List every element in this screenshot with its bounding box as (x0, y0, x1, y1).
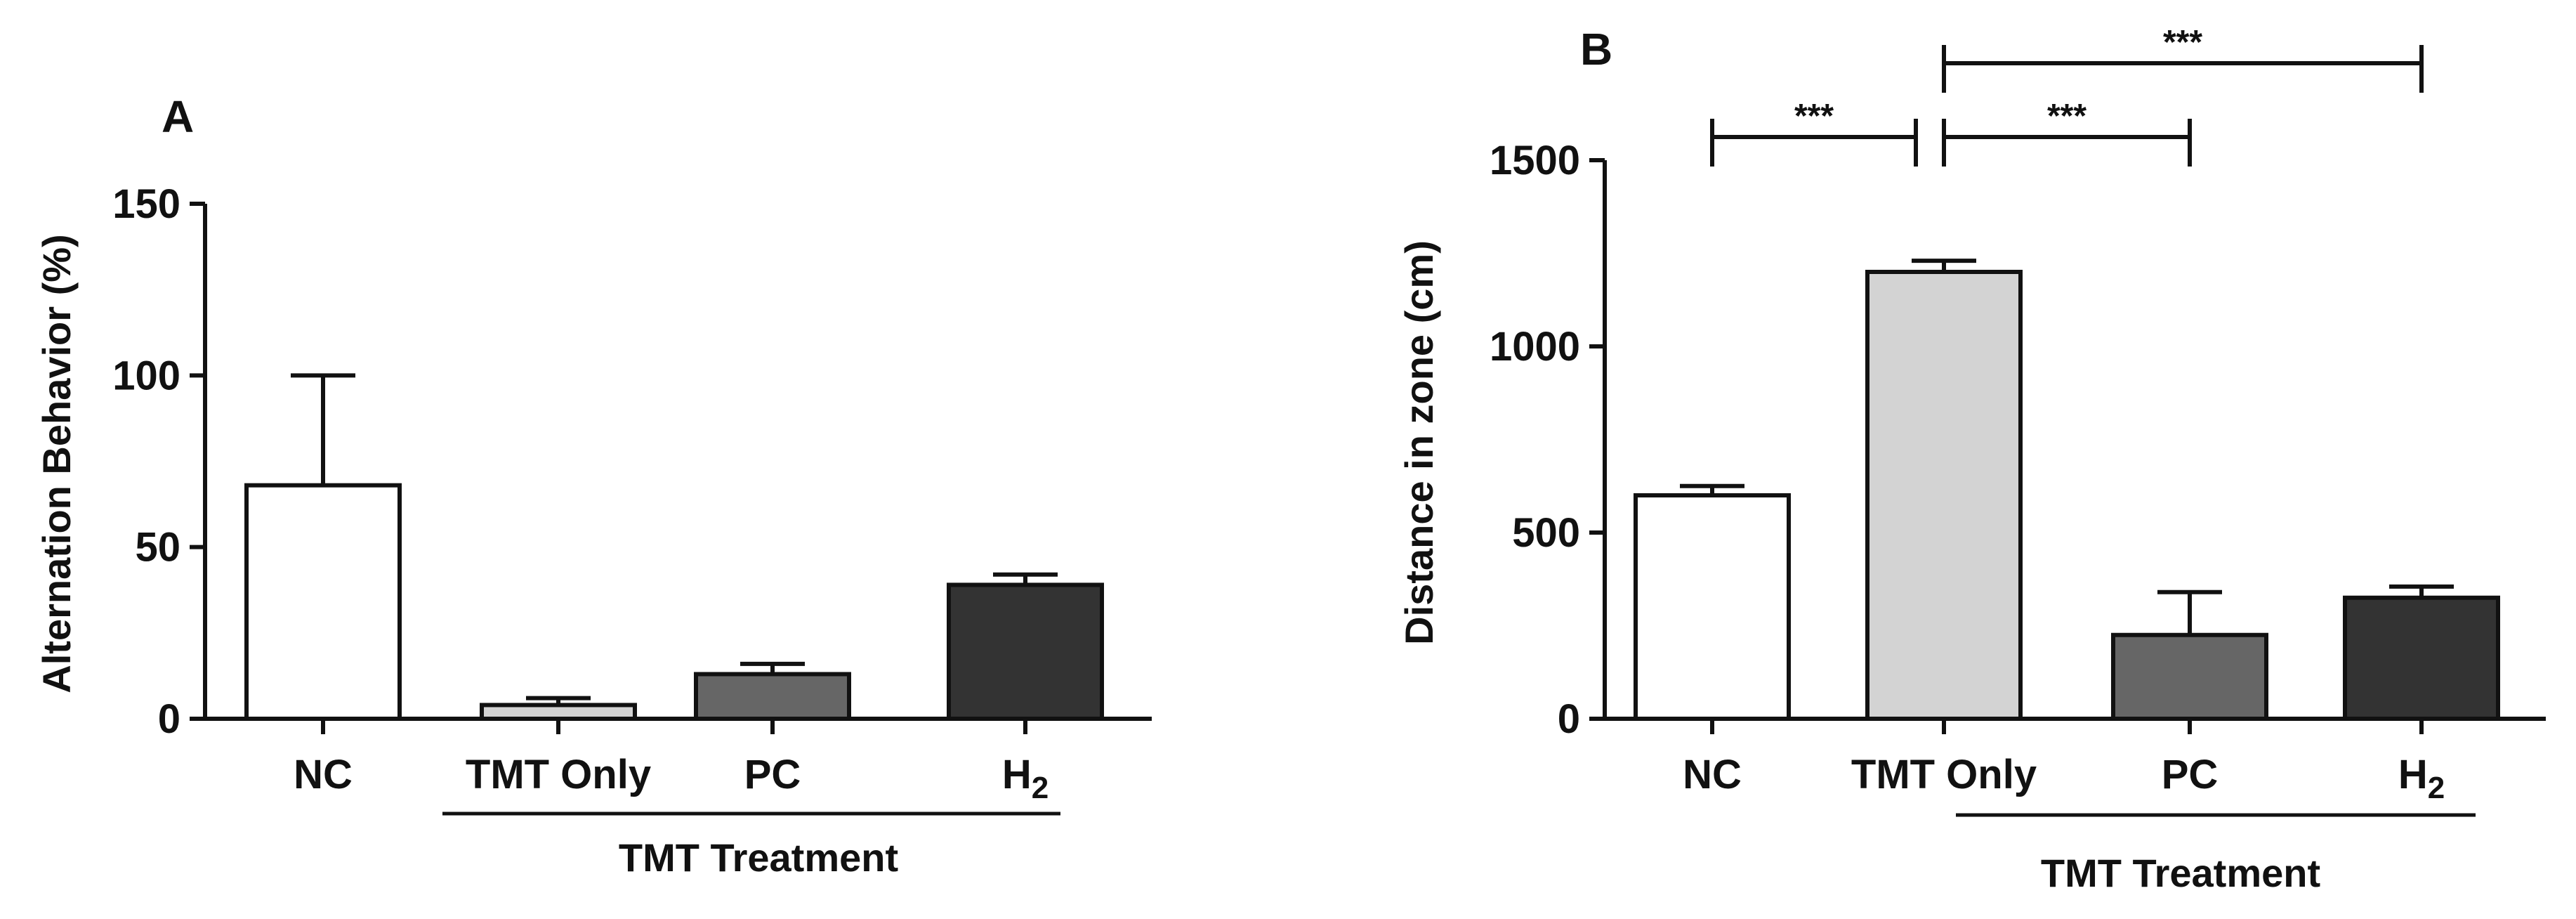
category-label: PC (744, 752, 801, 797)
panel-a-label: A (162, 91, 194, 142)
category-label: H2 (1002, 752, 1049, 805)
panel-a-chart: A Alternation Behavior (%) TMT Treatment… (34, 91, 1152, 880)
y-tick-label: 1500 (1490, 138, 1580, 183)
panel-b-y-axis-label: Distance in zone (cm) (1397, 240, 1441, 645)
bar-tmt-only (480, 703, 637, 721)
panel-a-group-label: TMT Treatment (619, 835, 898, 880)
y-tick-label: 0 (1558, 696, 1580, 742)
y-tick-label: 150 (112, 181, 180, 227)
bar-h (2343, 595, 2500, 721)
category-label: TMT Only (1851, 752, 2037, 797)
y-tick-label: 500 (1512, 510, 1580, 556)
bar-nc (244, 483, 402, 721)
category-label: TMT Only (466, 752, 651, 797)
y-tick-label: 1000 (1490, 324, 1580, 370)
category-label: NC (294, 752, 353, 797)
bar-nc (1634, 493, 1791, 721)
y-tick-label: 0 (158, 696, 180, 742)
panel-a-y-axis-label: Alternation Behavior (%) (34, 234, 79, 693)
category-label: PC (2162, 752, 2219, 797)
bar-h (947, 582, 1104, 721)
y-tick-label: 50 (135, 525, 180, 571)
panel-b-chart: B Distance in zone (cm) TMT Treatment 0 5… (1397, 24, 2546, 895)
significance-label: *** (2163, 24, 2202, 61)
significance-label: *** (2047, 98, 2087, 135)
bar-tmt-only (1865, 270, 2023, 721)
y-tick-label: 100 (112, 353, 180, 398)
category-label: H2 (2398, 752, 2445, 805)
panel-b-group-label: TMT Treatment (2041, 851, 2320, 895)
significance-label: *** (1794, 98, 1834, 135)
bar-pc (2111, 632, 2268, 721)
category-label: NC (1683, 752, 1742, 797)
bar-pc (694, 672, 851, 721)
panel-b-label: B (1580, 24, 1612, 74)
